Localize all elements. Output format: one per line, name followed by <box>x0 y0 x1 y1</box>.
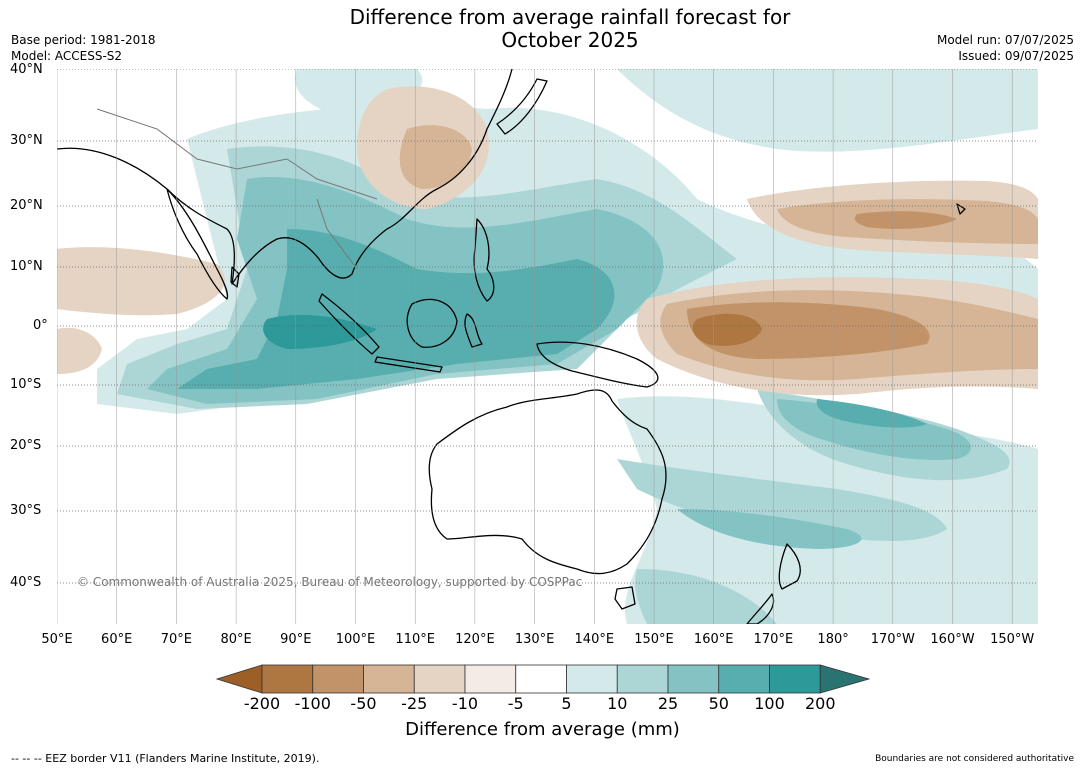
japan-outline <box>496 78 548 135</box>
base-period-label: Base period: 1981-2018 <box>11 33 156 47</box>
sulawesi-outline <box>464 313 483 348</box>
australia-outline <box>428 389 667 575</box>
colorbar-tick-label: -5 <box>507 694 524 713</box>
asia-mainland-outline <box>57 69 513 285</box>
anomaly-region-dry-strong <box>854 211 957 229</box>
lon-label: 170°W <box>870 632 915 647</box>
issued-label: Issued: 09/07/2025 <box>958 49 1074 63</box>
lat-label: 40°N <box>10 62 43 77</box>
anomaly-region-wet-light <box>617 69 1038 152</box>
colorbar-tick-label: -50 <box>350 694 377 713</box>
colorbar-tick-label: -25 <box>401 694 428 713</box>
lon-label: 50°E <box>41 632 73 647</box>
colorbar-bin <box>515 664 567 694</box>
java-outline <box>374 356 443 373</box>
model-label: Model: ACCESS-S2 <box>11 49 123 63</box>
colorbar-bin <box>718 664 770 694</box>
new-guinea-outline <box>536 341 659 388</box>
eez-note: -- -- -- EEZ border V11 (Flanders Marine… <box>11 752 320 765</box>
colorbar-bin <box>261 664 314 694</box>
lon-label: 130°E <box>514 632 555 647</box>
anomaly-region-wet-mid <box>635 569 777 624</box>
country-border <box>316 198 358 270</box>
colorbar-bin <box>464 664 517 694</box>
lon-label: 110°E <box>395 632 435 647</box>
anomaly-region-wet-very-strong <box>177 229 615 389</box>
colorbar-bin <box>363 664 415 694</box>
colorbar-tick-label: -200 <box>243 694 281 713</box>
colorbar-tick-label: 10 <box>607 694 628 713</box>
lon-label: 150°W <box>990 632 1035 647</box>
tasmania-outline <box>614 586 636 610</box>
colorbar-tick-label: 50 <box>708 694 729 713</box>
colorbar-tick-label: 200 <box>804 694 836 713</box>
anomaly-region-wet-strong <box>677 509 862 549</box>
colorbar-bin <box>566 664 618 694</box>
lon-label: 70°E <box>160 632 193 647</box>
anomaly-region-wet-strong <box>777 399 971 460</box>
india-outline <box>166 188 229 300</box>
boundary-disclaimer: Boundaries are not considered authoritat… <box>875 754 1074 764</box>
lat-label: 30°N <box>10 133 43 148</box>
lat-label: 10°S <box>10 377 42 392</box>
anomaly-region-dry-light <box>57 327 102 374</box>
lon-label: 80°E <box>220 632 252 647</box>
colorbar-bin <box>616 664 669 694</box>
rainfall-map: © Commonwealth of Australia 2025, Bureau… <box>57 69 1038 624</box>
land-outlines <box>57 69 966 624</box>
lat-label: 20°S <box>10 438 42 453</box>
lat-label: 30°S <box>10 503 42 518</box>
colorbar-tick-label: 100 <box>754 694 785 713</box>
colorbar-tick-label: 5 <box>561 694 572 713</box>
model-run-label: Model run: 07/07/2025 <box>936 33 1074 47</box>
lon-label: 180° <box>817 632 849 647</box>
colorbar-arrow-low <box>216 664 263 694</box>
lat-label: 0° <box>33 318 48 333</box>
lon-label: 140°E <box>574 632 615 647</box>
title-line-2: October 2025 <box>501 28 639 52</box>
colorbar-bin <box>667 664 720 694</box>
colorbar-bin <box>769 664 821 694</box>
country-border <box>96 108 288 170</box>
anomaly-region-dry-very-strong <box>692 313 762 346</box>
colorbar-tick-label: -10 <box>451 694 479 713</box>
lat-label: 10°N <box>10 259 43 274</box>
lon-label: 160°E <box>693 632 734 647</box>
colorbar-bin <box>413 664 466 694</box>
colorbar-title: Difference from average (mm) <box>405 719 680 740</box>
country-border <box>286 158 378 200</box>
lon-label: 60°E <box>101 632 133 647</box>
anomaly-region-dry-strong <box>687 302 930 359</box>
lon-label: 150°E <box>634 632 674 647</box>
sri-lanka-outline <box>230 266 240 288</box>
colorbar-arrow-high <box>819 664 870 694</box>
lon-label: 160°W <box>930 632 975 647</box>
borneo-outline <box>406 298 458 348</box>
title-line-1: Difference from average rainfall forecas… <box>349 5 791 29</box>
country-borders <box>96 108 378 270</box>
graticule <box>57 69 1038 624</box>
lon-label: 120°E <box>455 632 495 647</box>
lat-label: 40°S <box>10 575 42 590</box>
anomaly-region-wet-peak <box>263 314 377 349</box>
colorbar <box>216 664 870 694</box>
sumatra-outline <box>318 293 380 355</box>
new-zealand-outline <box>746 543 801 624</box>
lon-label: 170°E <box>753 632 794 647</box>
colorbar-tick-label: 25 <box>657 694 679 713</box>
anomaly-region-wet-very-strong <box>816 399 927 428</box>
copyright-text: © Commonwealth of Australia 2025, Bureau… <box>77 575 582 589</box>
lat-label: 20°N <box>10 198 43 213</box>
rainfall-anomaly-shading <box>57 69 1038 624</box>
anomaly-region-wet-mid <box>617 459 947 541</box>
anomaly-region-dry-light <box>57 247 225 316</box>
hawaii-outline <box>956 203 966 215</box>
colorbar-bin <box>312 664 364 694</box>
lon-label: 100°E <box>335 632 376 647</box>
colorbar-tick-label: -100 <box>294 694 331 713</box>
lon-label: 90°E <box>280 632 312 647</box>
